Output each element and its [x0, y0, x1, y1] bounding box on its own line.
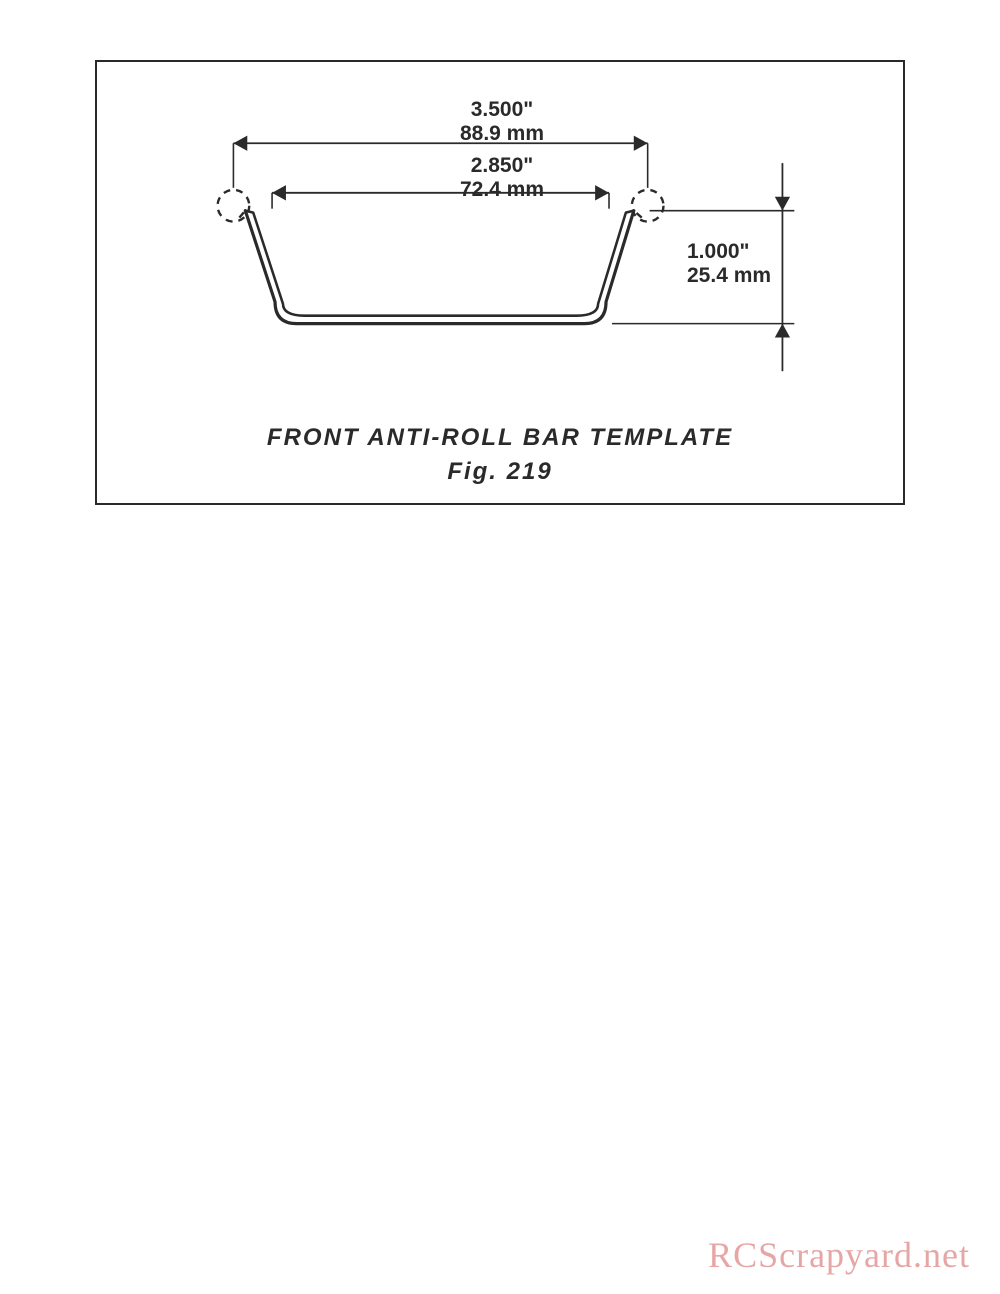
outer-width-inches: 3.500"	[97, 98, 907, 122]
inner-width-inches: 2.850"	[97, 154, 907, 178]
figure-caption-number: Fig. 219	[97, 458, 903, 486]
inner-width-mm: 72.4 mm	[97, 178, 907, 202]
outer-width-mm: 88.9 mm	[97, 122, 907, 146]
page: 3.500" 88.9 mm 2.850" 72.4 mm 1.000" 25.…	[0, 0, 1000, 1294]
figure-frame: 3.500" 88.9 mm 2.850" 72.4 mm 1.000" 25.…	[95, 60, 905, 505]
height-inches: 1.000"	[687, 240, 887, 264]
watermark-text: RCScrapyard.net	[708, 1234, 970, 1276]
height-mm: 25.4 mm	[687, 264, 887, 288]
figure-caption-title: FRONT ANTI-ROLL BAR TEMPLATE	[97, 424, 903, 452]
